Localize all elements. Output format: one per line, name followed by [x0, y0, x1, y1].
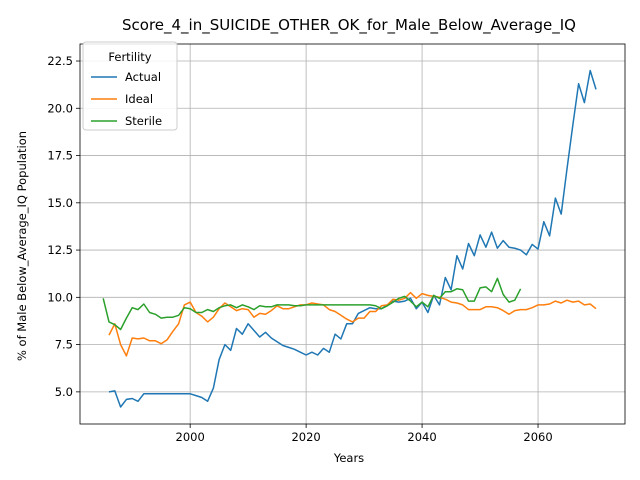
y-axis-ticks: 5.0 7.5 10.0 12.5 15.0 17.5 20.0 22.5 — [47, 54, 80, 399]
y-tick-label: 5.0 — [55, 385, 73, 399]
legend-label-ideal: Ideal — [125, 92, 153, 106]
grid-lines — [80, 44, 625, 424]
y-tick-label: 15.0 — [47, 196, 73, 210]
chart-title: Score_4_in_SUICIDE_OTHER_OK_for_Male_Bel… — [122, 16, 576, 35]
y-tick-label: 12.5 — [47, 243, 73, 257]
y-tick-label: 22.5 — [47, 54, 73, 68]
x-tick-label: 2020 — [291, 430, 320, 444]
x-tick-label: 2040 — [407, 430, 436, 444]
y-tick-label: 17.5 — [47, 149, 73, 163]
y-tick-label: 7.5 — [55, 338, 73, 352]
x-tick-label: 2000 — [176, 430, 205, 444]
x-tick-label: 2060 — [523, 430, 552, 444]
legend-title: Fertility — [108, 50, 151, 64]
series-line-ideal — [108, 291, 597, 357]
series-line-actual — [108, 69, 597, 408]
legend-label-sterile: Sterile — [125, 114, 162, 128]
series-line-sterile — [102, 277, 522, 331]
y-tick-label: 10.0 — [47, 290, 73, 304]
y-tick-label: 20.0 — [47, 101, 73, 115]
legend-box — [82, 41, 178, 131]
legend-label-actual: Actual — [125, 70, 161, 84]
y-axis-label: % of Male Below_Average_IQ Population — [15, 131, 29, 361]
series-lines — [102, 69, 597, 408]
legend: Fertility Actual Ideal Sterile — [82, 41, 178, 131]
x-axis-ticks: 2000 2020 2040 2060 — [176, 424, 553, 444]
x-axis-label: Years — [333, 451, 364, 465]
plot-frame — [79, 43, 626, 425]
